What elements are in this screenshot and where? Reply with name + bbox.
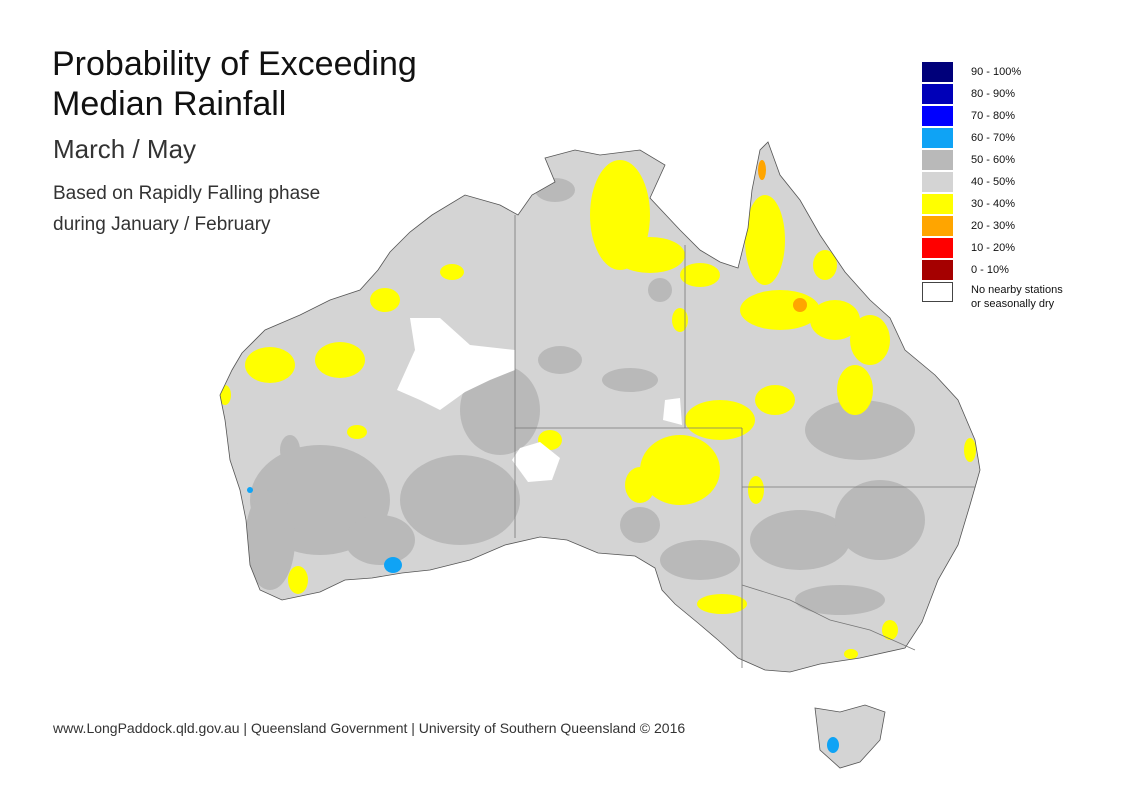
footer-credits: www.LongPaddock.qld.gov.au | Queensland … bbox=[53, 720, 686, 736]
legend-label: 80 - 90% bbox=[971, 88, 1016, 100]
legend-label: 40 - 50% bbox=[971, 176, 1016, 188]
legend-swatch bbox=[922, 84, 953, 104]
title-line-1: Probability of Exceeding bbox=[52, 45, 417, 83]
legend-swatch bbox=[922, 194, 953, 214]
map-zones-60-70 bbox=[247, 487, 839, 753]
legend-label: 20 - 30% bbox=[971, 220, 1016, 232]
map-zones-20-30 bbox=[758, 160, 807, 312]
legend-label: 90 - 100% bbox=[971, 66, 1022, 78]
legend-swatch bbox=[922, 216, 953, 236]
phase-note-line-1: Based on Rapidly Falling phase bbox=[53, 183, 321, 204]
legend-swatch bbox=[922, 150, 953, 170]
legend-label: 0 - 10% bbox=[971, 264, 1009, 276]
legend-swatch-no-data bbox=[922, 282, 953, 302]
legend-swatch bbox=[922, 260, 953, 280]
map-subtitle: March / May bbox=[53, 134, 197, 164]
state-borders bbox=[514, 215, 975, 668]
legend-label: 70 - 80% bbox=[971, 110, 1016, 122]
legend-swatch bbox=[922, 172, 953, 192]
legend-label: 10 - 20% bbox=[971, 242, 1016, 254]
legend-label: 30 - 40% bbox=[971, 198, 1016, 210]
no-data-line-1: No nearby stations bbox=[971, 284, 1063, 296]
legend-swatch bbox=[922, 62, 953, 82]
map-land bbox=[220, 142, 980, 768]
no-data-line-2: or seasonally dry bbox=[971, 298, 1055, 310]
legend-label: 50 - 60% bbox=[971, 154, 1016, 166]
phase-note: Based on Rapidly Falling phase during Ja… bbox=[53, 178, 320, 240]
map-zones-30-40 bbox=[220, 160, 976, 659]
phase-note-line-2: during January / February bbox=[53, 214, 271, 235]
legend-swatch bbox=[922, 238, 953, 258]
legend-swatch bbox=[922, 106, 953, 126]
map-title: Probability of Exceeding Median Rainfall bbox=[52, 44, 417, 124]
map-zones-50-60 bbox=[245, 178, 925, 615]
legend-label-no-data: No nearby stations or seasonally dry bbox=[971, 283, 1081, 311]
legend-swatch bbox=[922, 128, 953, 148]
map-zones-no-data bbox=[397, 318, 682, 482]
title-line-2: Median Rainfall bbox=[52, 85, 287, 123]
legend-label: 60 - 70% bbox=[971, 132, 1016, 144]
